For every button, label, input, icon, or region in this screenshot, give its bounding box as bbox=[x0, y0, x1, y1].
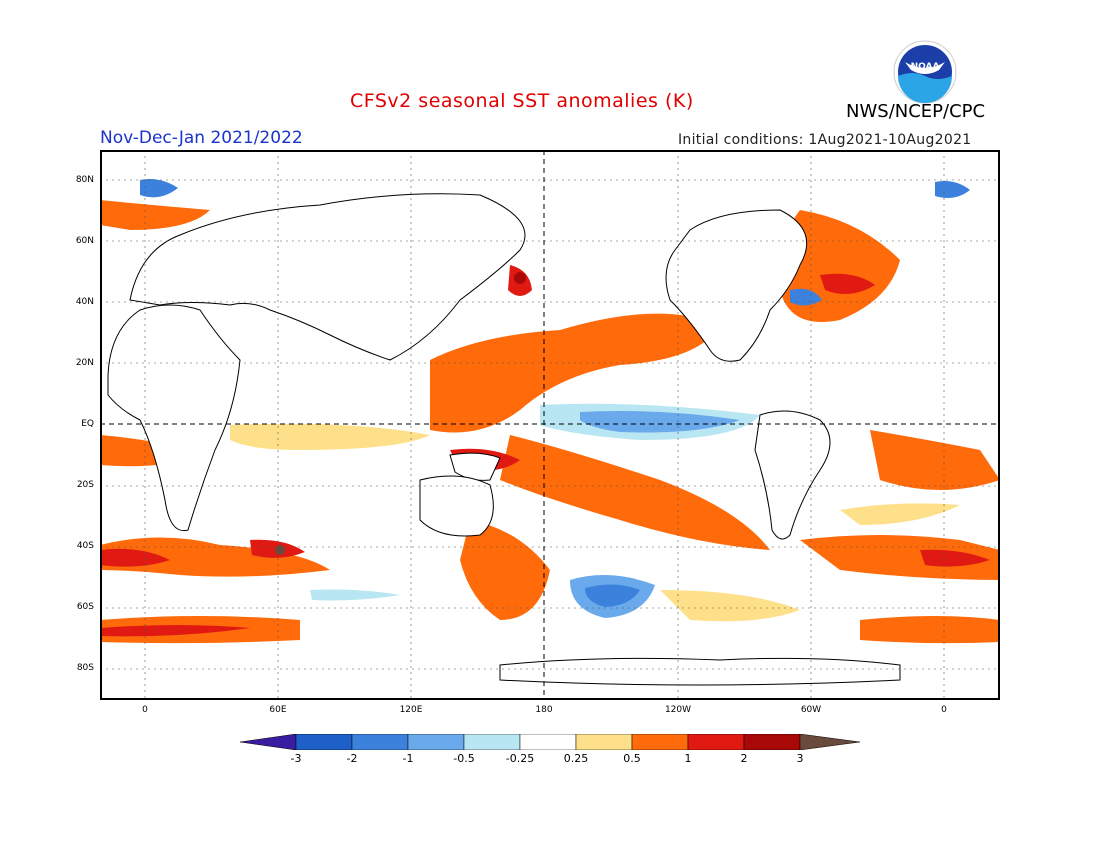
map-frame bbox=[100, 150, 1000, 700]
colorbar-swatch bbox=[519, 734, 577, 750]
continent-outlines bbox=[107, 193, 901, 686]
colorbar-swatch bbox=[295, 734, 353, 750]
colorbar-swatch bbox=[631, 734, 689, 750]
lon-label: 120W bbox=[664, 705, 692, 715]
colorbar-label: -0.25 bbox=[505, 752, 535, 765]
lat-label: 80N bbox=[75, 175, 94, 185]
colorbar-swatch bbox=[743, 734, 801, 750]
colorbar-swatch bbox=[240, 734, 297, 750]
colorbar-label: 1 bbox=[684, 752, 692, 765]
colorbar-swatch bbox=[687, 734, 745, 750]
lon-label: 0 bbox=[941, 705, 947, 715]
lat-label: 60S bbox=[76, 602, 94, 612]
logo-text: NOAA bbox=[911, 62, 940, 72]
lat-label: 60N bbox=[75, 236, 94, 246]
colorbar-label: 0.25 bbox=[563, 752, 589, 765]
lat-label: 40S bbox=[76, 541, 94, 551]
colorbar-label: 2 bbox=[740, 752, 748, 765]
noaa-logo-icon: NOAA bbox=[893, 40, 957, 104]
colorbar bbox=[240, 734, 861, 750]
colorbar-label: 0.5 bbox=[623, 752, 641, 765]
colorbar-label: -2 bbox=[346, 752, 358, 765]
colorbar-label: -1 bbox=[402, 752, 414, 765]
colorbar-swatch bbox=[799, 734, 861, 750]
lon-label: 60W bbox=[800, 705, 822, 715]
initial-conditions: Initial conditions: 1Aug2021-10Aug2021 bbox=[678, 132, 972, 148]
grid-lines bbox=[100, 150, 1000, 700]
lon-label: 120E bbox=[399, 705, 423, 715]
lat-label: 20S bbox=[76, 480, 94, 490]
anomaly-fields bbox=[100, 179, 1000, 644]
lat-label: 20N bbox=[75, 358, 94, 368]
colorbar-swatch bbox=[575, 734, 633, 750]
colorbar-label: 3 bbox=[796, 752, 804, 765]
colorbar-label: -3 bbox=[290, 752, 302, 765]
lon-label: 60E bbox=[269, 705, 287, 715]
forecast-period: Nov-Dec-Jan 2021/2022 bbox=[100, 128, 303, 148]
lat-label: 80S bbox=[76, 663, 94, 673]
lat-label: 40N bbox=[75, 297, 94, 307]
colorbar-swatch bbox=[407, 734, 465, 750]
map-title: CFSv2 seasonal SST anomalies (K) bbox=[350, 90, 694, 112]
agency-label: NWS/NCEP/CPC bbox=[846, 101, 986, 122]
lon-label: 0 bbox=[142, 705, 148, 715]
colorbar-swatch bbox=[351, 734, 409, 750]
lat-label: EQ bbox=[81, 419, 94, 429]
sst-anomaly-map bbox=[100, 150, 1000, 700]
equator-dateline bbox=[100, 150, 1000, 700]
colorbar-label: -0.5 bbox=[453, 752, 475, 765]
lon-label: 180 bbox=[535, 705, 553, 715]
colorbar-swatch bbox=[463, 734, 521, 750]
